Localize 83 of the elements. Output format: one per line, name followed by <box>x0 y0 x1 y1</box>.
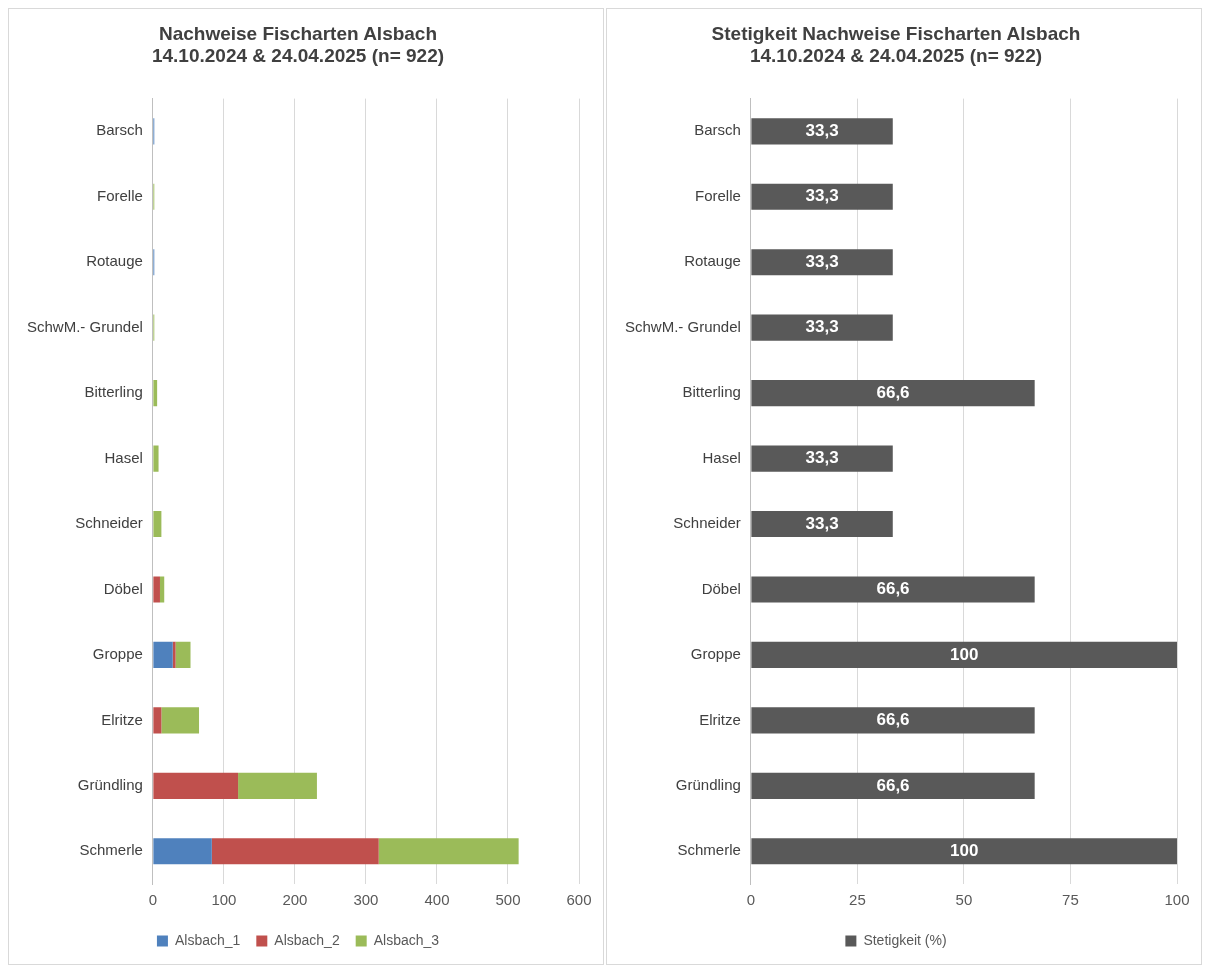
y-tick-label: Forelle <box>97 186 143 204</box>
data-label: 66,6 <box>876 775 910 795</box>
x-tick-label: 200 <box>282 891 308 909</box>
bar <box>175 641 191 669</box>
x-tick-label: 0 <box>148 891 158 909</box>
x-tick-label: 400 <box>424 891 450 909</box>
bar <box>751 510 893 538</box>
data-label: 66,6 <box>876 382 910 402</box>
data-label: 66,6 <box>876 579 910 599</box>
data-label: 33,3 <box>805 121 839 141</box>
bar <box>161 707 200 734</box>
y-tick-label: Gründling <box>675 775 741 793</box>
chart-subtitle: 14.10.2024 & 24.04.2025 (n= 922) <box>749 45 1043 67</box>
bar <box>153 707 162 734</box>
bar <box>153 576 160 603</box>
y-tick-label: Elritze <box>101 710 143 728</box>
bar <box>211 838 379 865</box>
y-tick-label: Hasel <box>702 448 741 466</box>
y-tick-label: Döbel <box>103 579 143 597</box>
bar <box>238 772 317 799</box>
chart-title: Nachweise Fischarten Alsbach <box>158 22 438 44</box>
bar <box>751 641 1177 669</box>
bar <box>378 838 519 865</box>
y-tick-label: Bitterling <box>682 383 741 401</box>
data-label: 33,3 <box>805 251 839 271</box>
bar <box>159 576 165 603</box>
bar <box>153 772 239 799</box>
legend-label: Stetigkeit (%) <box>863 931 947 948</box>
x-tick-label: 500 <box>495 891 521 909</box>
x-tick-label: 100 <box>211 891 237 909</box>
chart-title: Stetigkeit Nachweise Fischarten Alsbach <box>711 22 1081 44</box>
y-tick-label: Rotauge <box>684 252 741 270</box>
legend-label: Alsbach_1 <box>174 931 241 948</box>
bar <box>153 510 162 538</box>
y-tick-label: Elritze <box>699 710 741 728</box>
data-label: 100 <box>950 644 979 664</box>
bar <box>153 641 173 669</box>
x-tick-label: 25 <box>849 891 866 909</box>
y-tick-label: Gründling <box>77 775 143 793</box>
bar <box>751 707 1035 734</box>
legend-label: Alsbach_3 <box>373 931 440 948</box>
x-tick-label: 600 <box>566 891 592 909</box>
y-tick-label: Bitterling <box>84 383 143 401</box>
x-tick-label: 50 <box>955 891 973 909</box>
bar <box>751 183 893 210</box>
y-tick-label: Forelle <box>695 186 741 204</box>
bar <box>751 838 1177 865</box>
x-tick-label: 75 <box>1062 891 1079 909</box>
x-tick-label: 0 <box>746 891 756 909</box>
y-tick-label: Rotauge <box>86 252 143 270</box>
bar <box>751 445 893 472</box>
y-tick-label: Schneider <box>75 514 143 532</box>
y-tick-label: Hasel <box>104 448 143 466</box>
bar <box>751 249 893 276</box>
bar <box>153 380 158 407</box>
y-tick-label: Groppe <box>690 645 741 663</box>
bar <box>153 838 212 865</box>
data-label: 33,3 <box>805 317 839 337</box>
data-label: 33,3 <box>805 186 839 206</box>
bar <box>751 772 1035 799</box>
y-tick-label: Schmerle <box>79 841 143 859</box>
bar <box>751 576 1035 603</box>
y-tick-label: Groppe <box>92 645 143 663</box>
y-tick-label: Barsch <box>96 121 143 139</box>
bar <box>172 641 176 669</box>
y-tick-label: SchwM.- Grundel <box>26 317 143 335</box>
bar <box>751 380 1035 407</box>
y-tick-label: Schneider <box>673 514 741 532</box>
chart-subtitle: 14.10.2024 & 24.04.2025 (n= 922) <box>151 45 445 67</box>
data-label: 33,3 <box>805 448 839 468</box>
bar <box>751 314 893 341</box>
data-label: 66,6 <box>876 710 910 730</box>
y-tick-label: Döbel <box>701 579 741 597</box>
y-tick-label: Schmerle <box>677 841 741 859</box>
data-label: 100 <box>950 840 979 860</box>
y-tick-label: Barsch <box>694 121 741 139</box>
x-tick-label: 300 <box>353 891 379 909</box>
data-label: 33,3 <box>805 513 839 533</box>
y-tick-label: SchwM.- Grundel <box>624 317 741 335</box>
x-tick-label: 100 <box>1164 891 1190 909</box>
bar <box>153 445 159 472</box>
legend-label: Alsbach_2 <box>274 931 340 948</box>
bar <box>751 118 893 145</box>
